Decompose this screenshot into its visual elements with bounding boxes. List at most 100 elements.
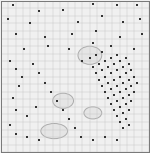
Point [14, 33, 17, 35]
Point [74, 127, 76, 129]
Point [14, 109, 17, 111]
Point [112, 109, 115, 111]
Point [121, 81, 124, 84]
Point [115, 54, 118, 56]
Point [71, 33, 73, 35]
Point [118, 90, 121, 93]
Point [11, 4, 14, 6]
Ellipse shape [78, 46, 102, 64]
Point [112, 78, 115, 81]
Point [133, 48, 136, 50]
Point [110, 57, 112, 60]
Point [29, 22, 32, 25]
Point [124, 87, 127, 90]
Point [121, 112, 124, 114]
Point [95, 54, 97, 56]
Point [115, 4, 118, 6]
Ellipse shape [41, 123, 68, 139]
Point [77, 21, 79, 23]
Point [20, 75, 23, 78]
Point [141, 33, 143, 35]
Point [26, 115, 29, 117]
Point [62, 9, 64, 11]
Point [127, 93, 130, 96]
Point [118, 121, 121, 123]
Point [139, 18, 142, 20]
Point [124, 72, 127, 75]
Point [115, 84, 118, 87]
Point [124, 103, 127, 105]
Point [103, 136, 106, 138]
Point [133, 90, 136, 93]
Point [127, 109, 130, 111]
Point [81, 60, 84, 63]
Point [130, 100, 133, 102]
Point [103, 60, 106, 63]
Point [92, 139, 94, 141]
Point [89, 57, 91, 60]
Point [14, 68, 17, 70]
Point [127, 78, 130, 81]
Point [38, 72, 40, 75]
Point [38, 10, 40, 13]
Point [112, 63, 115, 66]
Point [80, 136, 82, 138]
Point [115, 139, 118, 141]
Point [127, 63, 130, 66]
Point [56, 100, 58, 102]
Point [124, 118, 127, 120]
Point [62, 109, 64, 111]
Point [47, 45, 50, 47]
Point [95, 30, 97, 32]
Point [17, 84, 20, 87]
Point [100, 69, 103, 72]
Point [95, 72, 97, 75]
Point [136, 4, 139, 6]
Point [92, 66, 94, 69]
Point [110, 103, 112, 105]
Point [118, 60, 121, 63]
Point [7, 18, 9, 20]
Point [103, 75, 106, 78]
Point [106, 81, 109, 84]
Point [130, 84, 133, 87]
Point [106, 66, 109, 69]
Point [68, 118, 70, 120]
Point [103, 90, 106, 93]
Ellipse shape [84, 107, 102, 119]
Point [68, 48, 70, 50]
Point [38, 139, 40, 141]
Point [100, 84, 103, 87]
Point [124, 57, 127, 60]
Point [133, 75, 136, 78]
Point [11, 97, 14, 99]
Point [110, 87, 112, 90]
Point [118, 106, 121, 108]
Point [106, 97, 109, 99]
Point [26, 136, 29, 138]
Point [127, 124, 130, 126]
Point [100, 51, 103, 53]
Point [112, 93, 115, 96]
Point [118, 36, 121, 38]
Point [110, 45, 112, 47]
Point [98, 78, 100, 81]
Point [136, 81, 139, 84]
Point [98, 63, 100, 66]
Point [14, 133, 17, 135]
Point [50, 90, 52, 93]
Point [121, 66, 124, 69]
Point [44, 81, 46, 84]
Point [92, 42, 94, 44]
Point [100, 15, 103, 17]
Point [121, 21, 124, 23]
Point [8, 60, 11, 63]
Point [32, 63, 35, 66]
Ellipse shape [53, 93, 74, 108]
Point [121, 97, 124, 99]
Point [121, 127, 124, 129]
Point [110, 72, 112, 75]
Point [130, 69, 133, 72]
Point [8, 124, 11, 126]
Point [92, 2, 94, 5]
